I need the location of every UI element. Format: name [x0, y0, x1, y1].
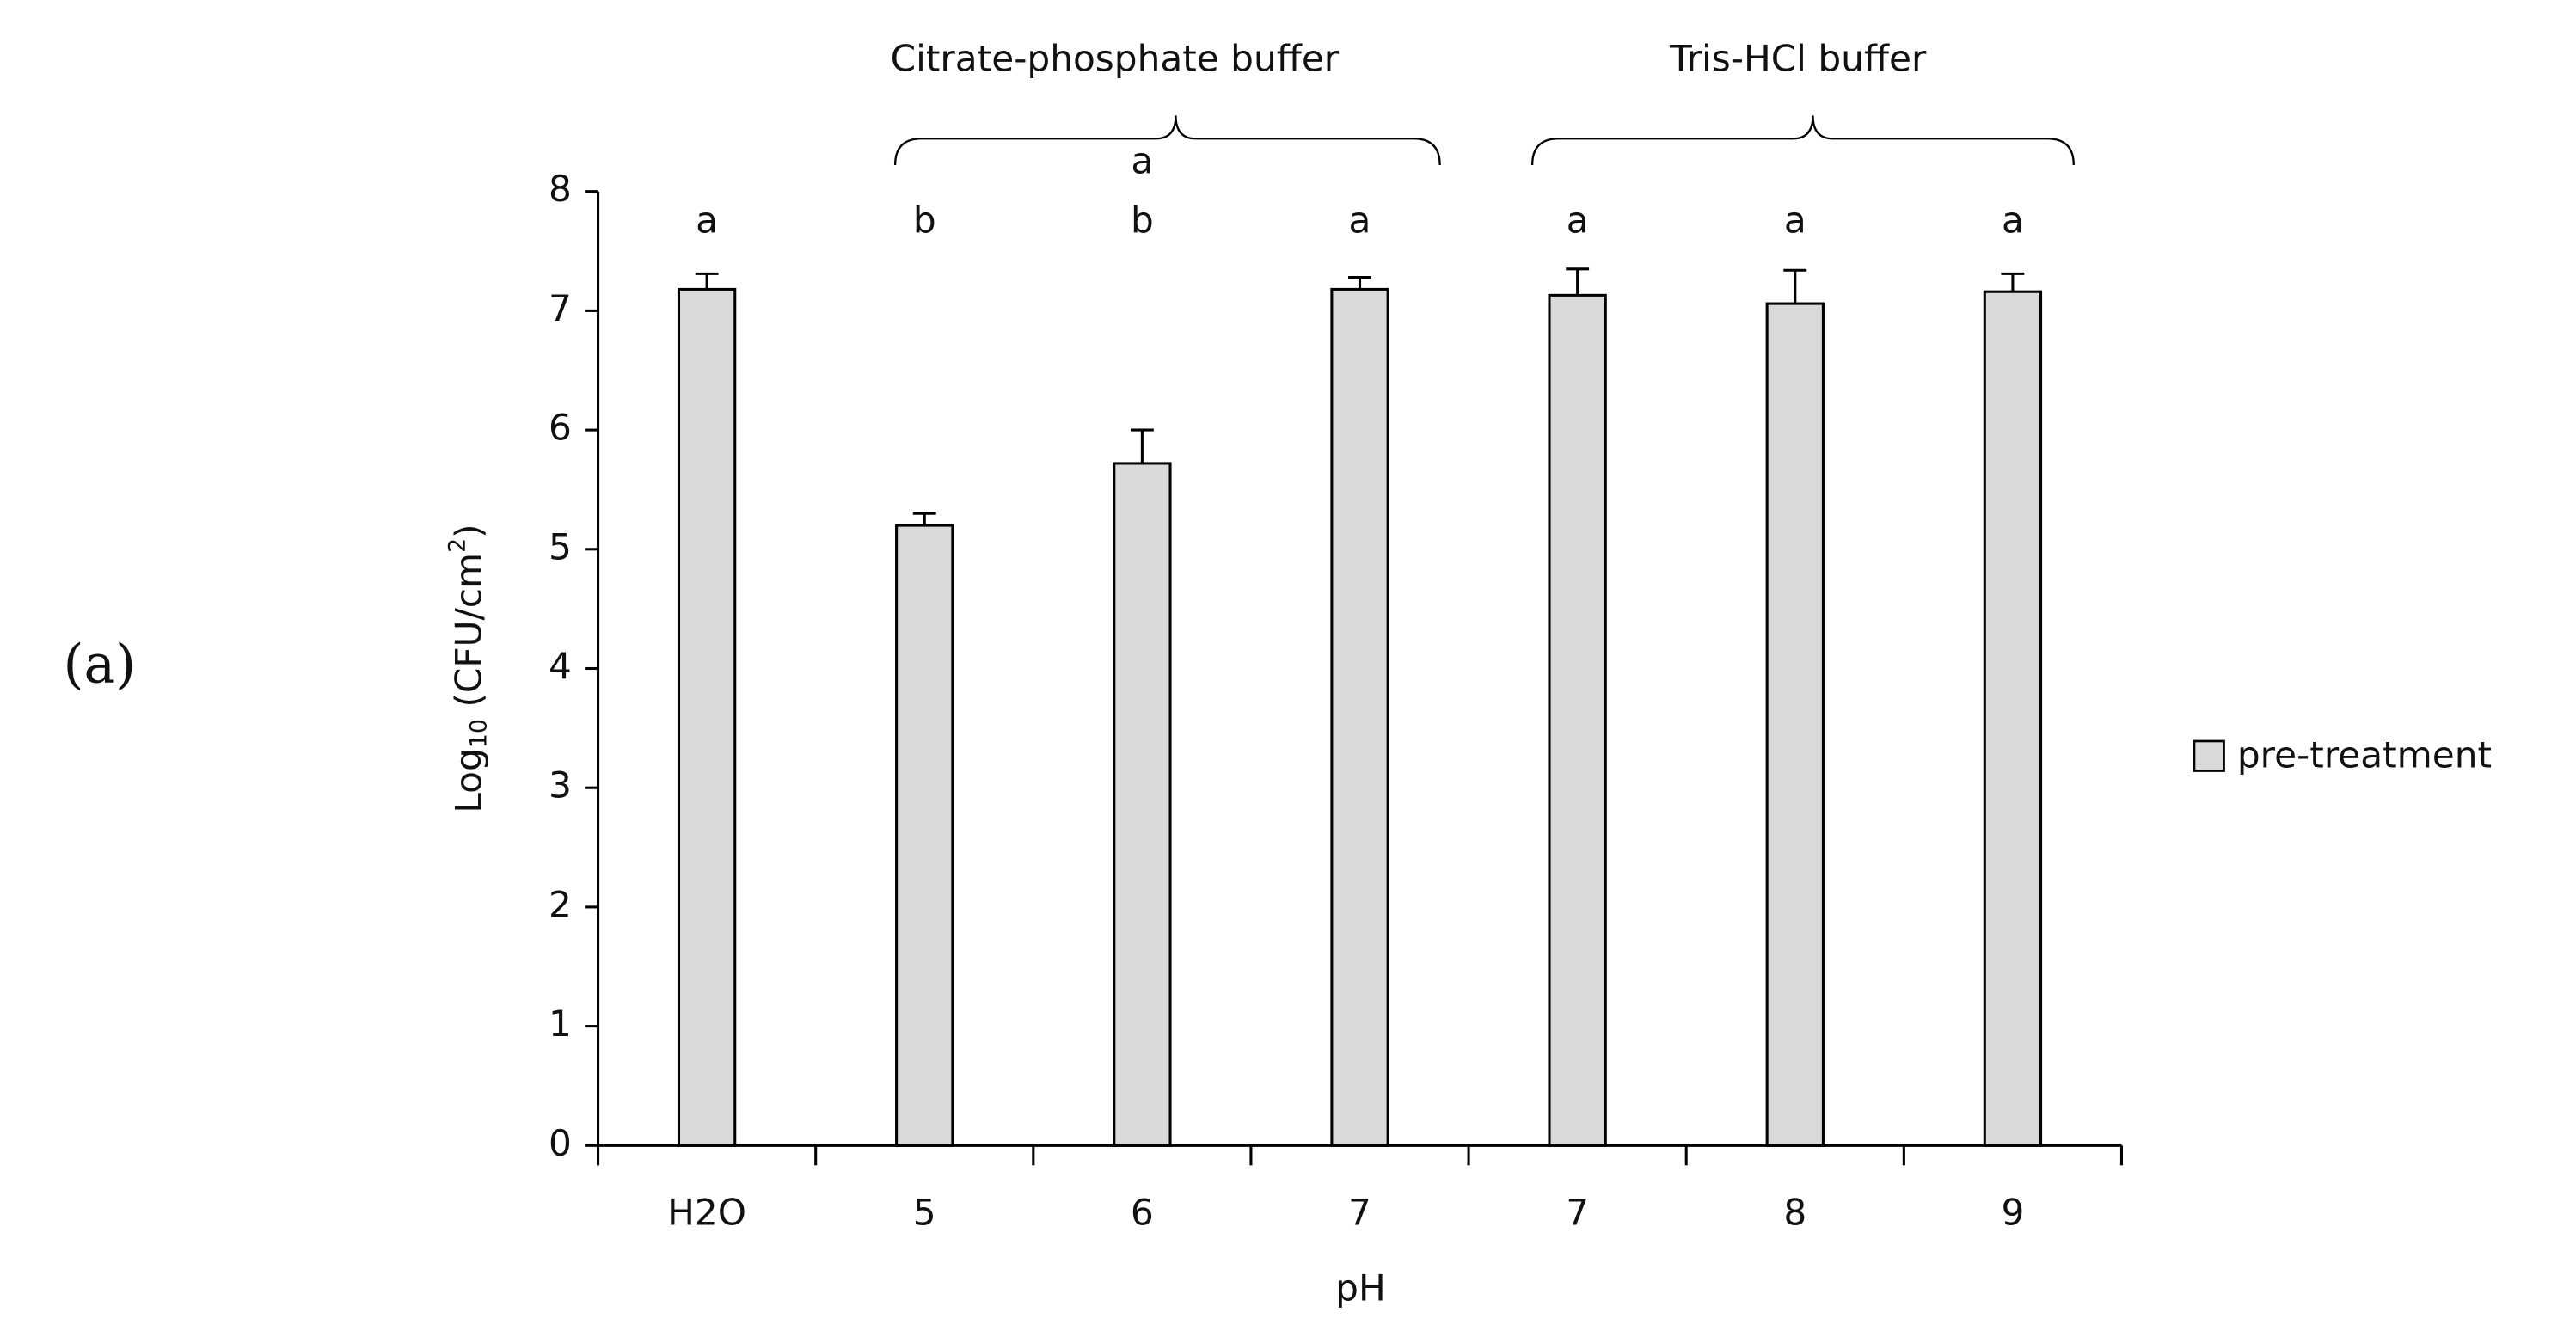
x-axis-label: pH — [1335, 1267, 1386, 1309]
x-tick-label: 5 — [913, 1191, 936, 1233]
y-tick-label: 8 — [549, 168, 572, 210]
x-tick-label: 6 — [1131, 1191, 1154, 1233]
x-tick-label: 7 — [1566, 1191, 1589, 1233]
significance-letter: a — [696, 199, 718, 242]
significance-letter: a — [1784, 199, 1806, 242]
y-label-part: 2 — [444, 538, 470, 553]
y-label-part: (CFU/cm — [447, 553, 489, 719]
bar — [1113, 462, 1172, 1147]
y-tick-label: 2 — [549, 883, 572, 925]
significance-letter: a — [1131, 140, 1153, 182]
significance-letter: b — [913, 199, 936, 242]
y-tick-label: 1 — [549, 1003, 572, 1045]
y-tick-label: 4 — [549, 645, 572, 687]
significance-letter: a — [2002, 199, 2024, 242]
y-label-part: ) — [447, 524, 489, 537]
group-brace — [1530, 115, 2075, 165]
bar — [1330, 287, 1389, 1147]
y-tick-label: 6 — [549, 407, 572, 449]
legend-label: pre-treatment — [2237, 734, 2492, 776]
bar — [677, 287, 737, 1147]
x-tick-label: 9 — [2001, 1191, 2024, 1233]
x-tick-label: H2O — [667, 1191, 746, 1233]
y-tick-label: 0 — [549, 1122, 572, 1164]
significance-letter: a — [1349, 199, 1371, 242]
group-label: Citrate-phosphate buffer — [891, 38, 1340, 80]
y-label-part: 10 — [465, 719, 492, 748]
y-tick-label: 3 — [549, 764, 572, 806]
bar — [895, 524, 954, 1147]
y-tick-label: 7 — [549, 287, 572, 329]
bar — [1983, 290, 2043, 1147]
group-brace — [893, 115, 1441, 165]
panel-label: (a) — [64, 635, 137, 696]
y-tick-label: 5 — [549, 525, 572, 567]
bar — [1548, 293, 1607, 1147]
x-tick-label: 8 — [1783, 1191, 1806, 1233]
x-tick-label: 7 — [1348, 1191, 1371, 1233]
significance-letter: b — [1131, 199, 1154, 242]
significance-letter: a — [1567, 199, 1589, 242]
y-axis-label: Log10 (CFU/cm2) — [444, 524, 492, 813]
group-label: Tris-HCl buffer — [1669, 38, 1927, 80]
y-label-part: Log — [447, 748, 489, 813]
bar — [1765, 302, 1825, 1147]
legend-swatch — [2193, 739, 2225, 772]
